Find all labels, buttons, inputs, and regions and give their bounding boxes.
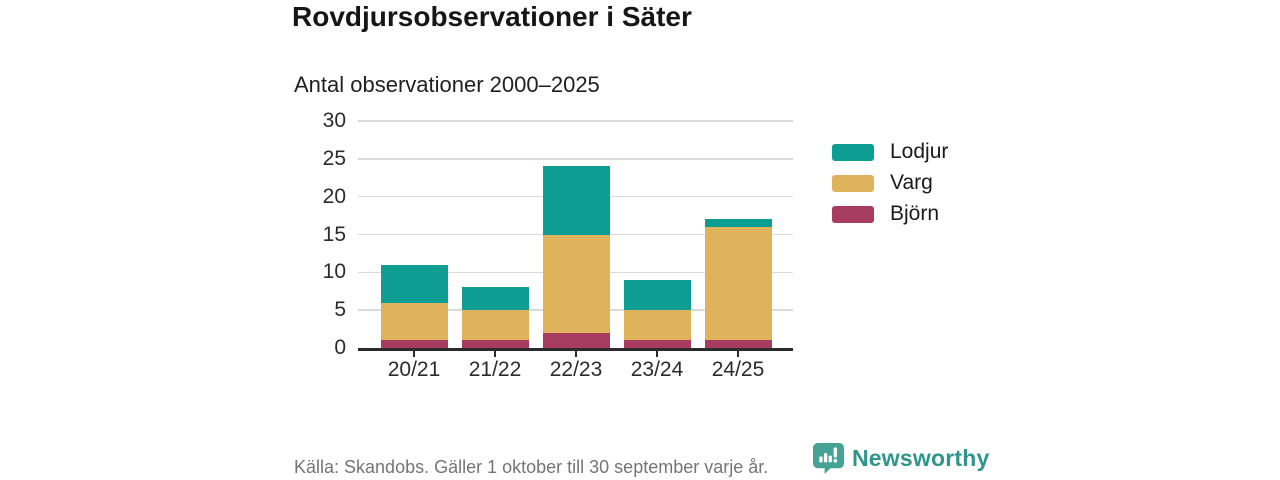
bar-20-21 <box>380 264 448 348</box>
legend-swatch-lodjur <box>832 143 874 161</box>
bar-segment-lodjur <box>704 219 772 227</box>
legend-item-varg: Varg <box>832 171 948 194</box>
y-axis-label: 15 <box>322 222 346 246</box>
x-axis-label: 22/23 <box>549 358 603 381</box>
legend-label: Lodjur <box>890 140 949 163</box>
bar-segment-varg <box>380 302 448 341</box>
x-axis-label: 20/21 <box>387 358 441 381</box>
bar-22-23 <box>542 166 610 348</box>
gridline <box>358 158 793 160</box>
bar-segment-bjorn <box>380 340 448 348</box>
x-axis-tick <box>413 350 415 357</box>
bar-segment-bjorn <box>461 340 529 348</box>
x-axis-label: 23/24 <box>630 358 684 381</box>
x-axis-tick <box>656 350 658 357</box>
y-axis-label: 30 <box>322 109 346 132</box>
legend-swatch-varg <box>832 174 874 192</box>
legend: Lodjur Varg Björn <box>832 140 949 236</box>
source-note: Källa: Skandobs. Gäller 1 oktober till 3… <box>294 457 769 477</box>
plot-area <box>358 120 793 351</box>
bar-segment-varg <box>623 310 691 341</box>
brand-name: Newsworthy <box>852 445 990 471</box>
bar-segment-varg <box>704 226 772 341</box>
x-axis-label: 24/25 <box>711 358 765 381</box>
bar-segment-bjorn <box>542 332 610 348</box>
chart-subtitle: Antal observationer 2000–2025 <box>294 72 600 97</box>
bar-segment-bjorn <box>623 340 691 348</box>
bar-segment-lodjur <box>380 264 448 303</box>
bar-segment-varg <box>542 234 610 333</box>
x-axis-label: 21/22 <box>468 358 522 381</box>
y-axis-label: 5 <box>334 298 346 322</box>
legend-item-lodjur: Lodjur <box>832 140 949 163</box>
gridline <box>358 233 793 236</box>
chart-title: Rovdjursobservationer i Säter <box>292 1 692 32</box>
y-axis-label: 20 <box>322 184 346 208</box>
bar-21-22 <box>461 287 529 348</box>
newsworthy-brand: Newsworthy <box>812 442 989 475</box>
legend-item-bjorn: Björn <box>832 202 948 225</box>
legend-swatch-bjorn <box>832 205 874 223</box>
y-axis-label: 0 <box>334 336 346 359</box>
newsworthy-logo-icon <box>812 442 845 475</box>
legend-label: Varg <box>890 171 933 194</box>
legend-label: Björn <box>890 202 940 225</box>
y-axis-label: 25 <box>322 146 346 170</box>
bar-segment-lodjur <box>542 166 610 235</box>
bar-23-24 <box>623 279 691 348</box>
x-axis-line <box>358 348 793 351</box>
x-axis-tick <box>737 350 739 357</box>
x-axis-tick <box>575 350 577 357</box>
bar-segment-bjorn <box>704 340 772 348</box>
bar-24-25 <box>704 219 772 348</box>
bar-segment-lodjur <box>623 279 691 311</box>
bar-segment-varg <box>461 310 529 341</box>
y-axis-label: 10 <box>322 260 346 284</box>
x-axis-tick <box>494 350 496 357</box>
gridline <box>358 120 793 122</box>
bar-segment-lodjur <box>461 287 529 311</box>
